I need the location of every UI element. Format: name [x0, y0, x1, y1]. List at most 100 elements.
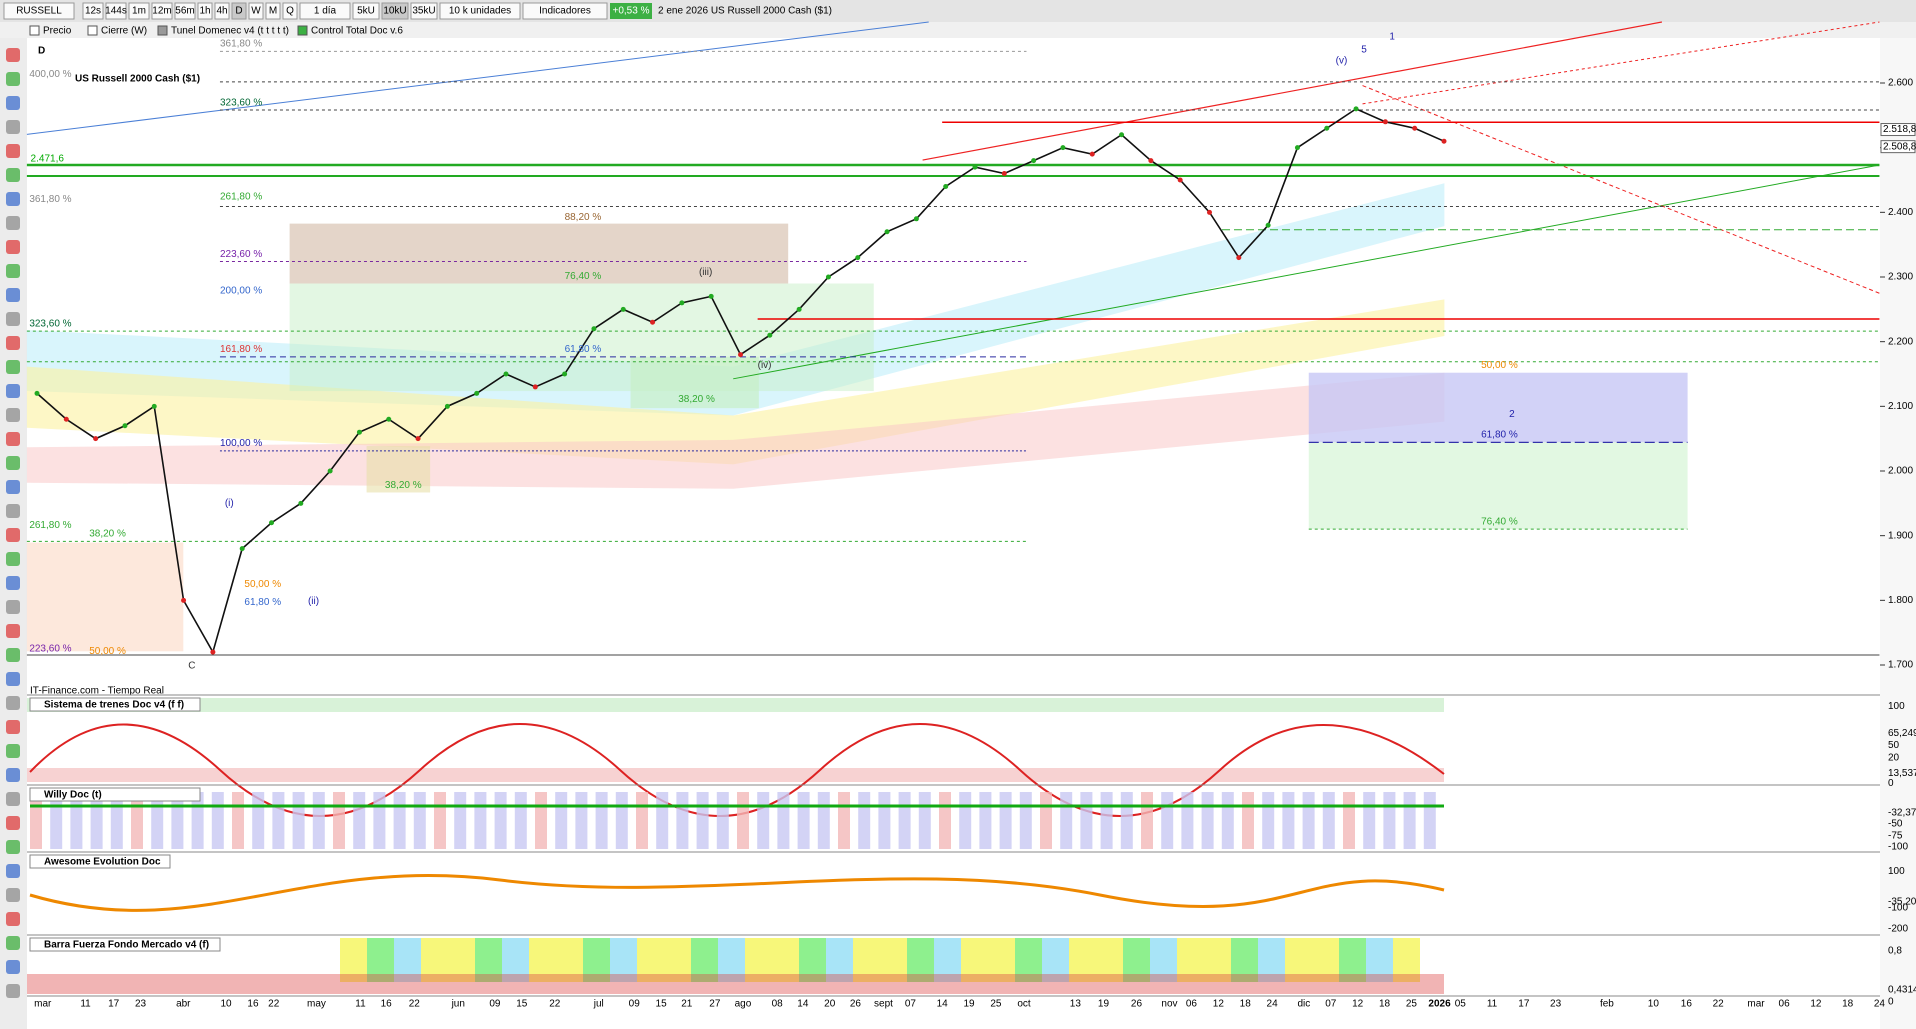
toolbar-button[interactable] [231, 2, 247, 20]
interval[interactable]: 1h [199, 6, 210, 17]
toolbar-button[interactable] [248, 2, 264, 20]
units[interactable]: 5kU [357, 6, 375, 17]
tool-icon[interactable] [6, 696, 20, 710]
toolbar-button[interactable] [128, 2, 150, 20]
tool-icon[interactable] [6, 744, 20, 758]
tool-icon[interactable] [6, 408, 20, 422]
panel-bar [1282, 792, 1295, 849]
tool-icon[interactable] [6, 480, 20, 494]
tool-icon[interactable] [6, 192, 20, 206]
price-point [415, 436, 421, 442]
toolbar-button[interactable] [105, 2, 127, 20]
tool-icon[interactable] [6, 720, 20, 734]
panel-bar [1015, 938, 1042, 982]
tool-icon[interactable] [6, 168, 20, 182]
panel-bar [1150, 938, 1177, 982]
x-tick-label: 18 [1379, 999, 1391, 1010]
tool-icon[interactable] [6, 216, 20, 230]
toolbar-button[interactable] [522, 2, 608, 20]
tool-icon[interactable] [6, 456, 20, 470]
toolbar-button[interactable] [3, 2, 75, 20]
tool-icon[interactable] [6, 504, 20, 518]
toolbar-button[interactable] [82, 2, 104, 20]
tool-icon[interactable] [6, 72, 20, 86]
toolbar-button[interactable] [265, 2, 281, 20]
tool-icon[interactable] [6, 648, 20, 662]
period[interactable]: 1 día [314, 6, 337, 17]
panel-bar [696, 792, 709, 849]
interval[interactable]: M [269, 6, 277, 17]
toolbar-button[interactable] [197, 2, 213, 20]
annotation: 100,00 % [220, 438, 262, 449]
tool-icon[interactable] [6, 960, 20, 974]
x-tick-label: 11 [80, 999, 91, 1010]
toolbar-button[interactable] [352, 2, 380, 20]
toolbar-button[interactable] [381, 2, 409, 20]
tool-icon[interactable] [6, 792, 20, 806]
price-point [972, 164, 978, 170]
toolbar-button[interactable] [282, 2, 298, 20]
y-tick-label: 2.100 [1888, 401, 1913, 412]
toolbar-button[interactable] [299, 2, 351, 20]
tool-icon[interactable] [6, 576, 20, 590]
tool-icon[interactable] [6, 936, 20, 950]
tool-icon[interactable] [6, 552, 20, 566]
tool-icon[interactable] [6, 384, 20, 398]
tool-icon[interactable] [6, 672, 20, 686]
tool-icon[interactable] [6, 336, 20, 350]
price-point [1001, 171, 1007, 177]
symbol[interactable]: RUSSELL [16, 6, 62, 17]
price-tag [1880, 140, 1916, 154]
price-point [93, 436, 99, 442]
interval[interactable]: D [235, 6, 242, 17]
price-point [386, 416, 392, 422]
tool-icon[interactable] [6, 888, 20, 902]
interval[interactable]: 144s [105, 6, 127, 17]
toolbar-button[interactable] [174, 2, 196, 20]
interval[interactable]: W [251, 6, 261, 17]
panel-curve [29, 874, 1445, 912]
interval[interactable]: 1m [132, 6, 146, 17]
tool-icon[interactable] [6, 528, 20, 542]
tool-icon[interactable] [6, 120, 20, 134]
panel-bar [1423, 792, 1436, 849]
tool-icon[interactable] [6, 360, 20, 374]
tool-icon[interactable] [6, 816, 20, 830]
drawing-line [922, 21, 1663, 161]
tool-icon[interactable] [6, 600, 20, 614]
interval[interactable]: Q [286, 6, 294, 17]
toolbar-button[interactable] [151, 2, 173, 20]
interval[interactable]: 12s [85, 6, 101, 17]
price-point [825, 274, 831, 280]
tool-icon[interactable] [6, 840, 20, 854]
tool-icon[interactable] [6, 864, 20, 878]
x-tick-label: 17 [1518, 999, 1530, 1010]
unit-select[interactable]: 10 k unidades [449, 6, 511, 17]
tool-icon[interactable] [6, 432, 20, 446]
panel-axis-label: -100 [1888, 903, 1908, 914]
toolbar-button[interactable] [410, 2, 438, 20]
panel-bar [312, 792, 325, 849]
tool-icon[interactable] [6, 144, 20, 158]
indicators[interactable]: Indicadores [539, 6, 591, 17]
toolbar-button[interactable] [439, 2, 521, 20]
tool-icon[interactable] [6, 312, 20, 326]
tool-icon[interactable] [6, 48, 20, 62]
interval[interactable]: 56m [175, 6, 194, 17]
tool-icon[interactable] [6, 288, 20, 302]
tool-icon[interactable] [6, 264, 20, 278]
price-point [474, 390, 480, 396]
annotation: 61,80 % [1481, 430, 1518, 441]
tool-icon[interactable] [6, 240, 20, 254]
units[interactable]: 35kU [412, 6, 435, 17]
tool-icon[interactable] [6, 984, 20, 998]
interval[interactable]: 4h [216, 6, 227, 17]
tool-icon[interactable] [6, 96, 20, 110]
interval[interactable]: 12m [152, 6, 171, 17]
tool-icon[interactable] [6, 912, 20, 926]
annotation: 323,60 % [29, 318, 71, 329]
toolbar-button[interactable] [214, 2, 230, 20]
tool-icon[interactable] [6, 768, 20, 782]
tool-icon[interactable] [6, 624, 20, 638]
units[interactable]: 10kU [383, 6, 406, 17]
